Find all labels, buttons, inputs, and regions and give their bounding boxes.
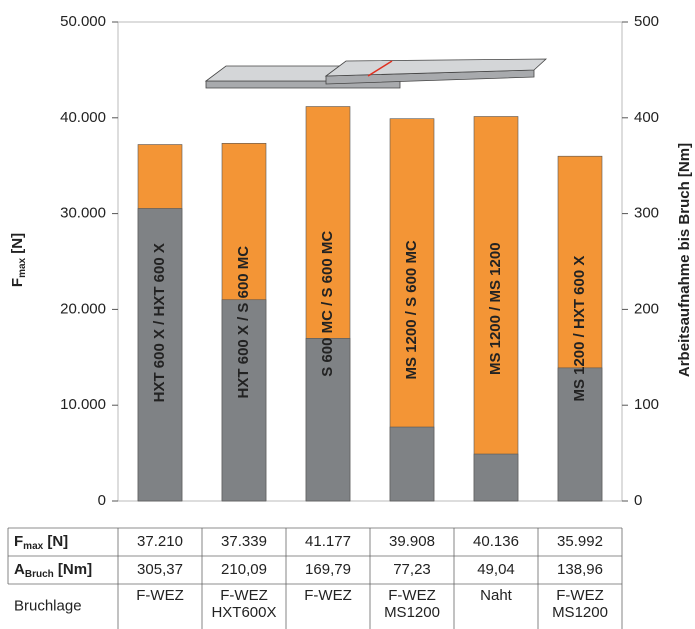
table-cell: 49,04: [477, 561, 515, 578]
label-symbol: A: [14, 561, 25, 578]
table-cell: 35.992: [557, 533, 603, 550]
table-cell: MS1200: [384, 604, 440, 621]
y2-tick-label: 200: [634, 300, 659, 317]
bar-label: MS 1200 / S 600 MC: [403, 240, 420, 379]
table-cell: Naht: [480, 587, 513, 604]
label-unit: [N]: [9, 233, 26, 258]
label-subscript: max: [17, 257, 28, 277]
label-symbol: F: [14, 533, 23, 550]
bar: [473, 453, 519, 502]
label-subscript: max: [23, 541, 43, 552]
y2-tick-label: 100: [634, 396, 659, 413]
table-cell: 37.339: [221, 533, 267, 550]
table-cell: 41.177: [305, 533, 351, 550]
label-unit: [N]: [43, 533, 68, 550]
y-tick-label: 10.000: [60, 396, 106, 413]
row-label: ABruch [Nm]: [14, 561, 92, 580]
table-cell: 77,23: [393, 561, 431, 578]
bar: [221, 299, 267, 502]
bar-label: HXT 600 X / S 600 MC: [235, 246, 252, 399]
plot-frame: [117, 21, 623, 502]
label-symbol: F: [9, 278, 26, 287]
y2-tick-label: 400: [634, 109, 659, 126]
table-cell: 39.908: [389, 533, 435, 550]
table-cell: MS1200: [552, 604, 608, 621]
bar-label: HXT 600 X / HXT 600 X: [151, 243, 168, 402]
label-subscript: Bruch: [25, 569, 54, 580]
table-cell: HXT600X: [211, 604, 276, 621]
y-tick-label: 40.000: [60, 109, 106, 126]
y-tick-label: 30.000: [60, 205, 106, 222]
y2-tick-label: 0: [634, 492, 642, 509]
table-cell: 210,09: [221, 561, 267, 578]
bar: [557, 367, 603, 502]
table-cell: F-WEZ: [556, 587, 603, 604]
row-label: Bruchlage: [14, 597, 82, 614]
table-cell: F-WEZ: [388, 587, 435, 604]
bar-label: S 600 MC / S 600 MC: [319, 231, 336, 377]
table-cell: 37.210: [137, 533, 183, 550]
bar: [389, 426, 435, 502]
row-label: Fmax [N]: [14, 533, 68, 552]
y-tick-label: 20.000: [60, 300, 106, 317]
y2-axis-label: Arbeitsaufnahme bis Bruch [Nm]: [676, 143, 693, 377]
label-unit: [Nm]: [54, 561, 92, 578]
steel-plates-illustration: [204, 58, 548, 89]
table-cell: 138,96: [557, 561, 603, 578]
table-cell: 305,37: [137, 561, 183, 578]
table-cell: 169,79: [305, 561, 351, 578]
bar-label: MS 1200 / HXT 600 X: [571, 256, 588, 402]
bar: [473, 116, 519, 502]
y-tick-label: 0: [98, 492, 106, 509]
y-tick-label: 50.000: [60, 13, 106, 30]
bar-label: MS 1200 / MS 1200: [487, 242, 504, 375]
bar: [305, 338, 351, 502]
y2-tick-label: 300: [634, 205, 659, 222]
table-cell: 40.136: [473, 533, 519, 550]
table-cell: F-WEZ: [220, 587, 267, 604]
bar: [137, 208, 183, 502]
table-cell: F-WEZ: [304, 587, 351, 604]
y2-tick-label: 500: [634, 13, 659, 30]
table-cell: F-WEZ: [136, 587, 183, 604]
y-axis-label: Fmax [N]: [9, 233, 28, 287]
